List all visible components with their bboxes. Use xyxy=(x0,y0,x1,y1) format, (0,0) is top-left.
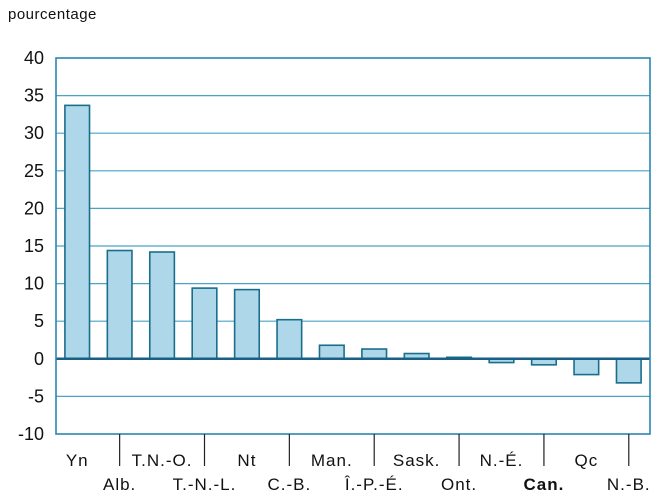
bar xyxy=(615,357,642,384)
y-tick-label: 5 xyxy=(34,311,44,331)
y-tick-label: -5 xyxy=(28,386,44,406)
bar xyxy=(191,287,218,360)
y-tick-label: 30 xyxy=(24,123,44,143)
x-category-label: Can. xyxy=(524,475,565,494)
bar xyxy=(64,104,91,360)
x-category-label: T.N.-O. xyxy=(132,451,193,470)
x-category-label: T.-N.-L. xyxy=(173,475,237,494)
y-tick-label: 35 xyxy=(24,86,44,106)
bar xyxy=(361,348,388,360)
y-tick-label: 25 xyxy=(24,161,44,181)
x-category-label: C.-B. xyxy=(267,475,311,494)
y-tick-label: 15 xyxy=(24,236,44,256)
y-tick-label: 20 xyxy=(24,198,44,218)
bar xyxy=(573,357,600,376)
bar xyxy=(276,318,303,360)
x-category-label: Yn xyxy=(66,451,89,470)
y-tick-label: -10 xyxy=(18,424,44,444)
bar xyxy=(148,251,176,360)
y-tick-label: 10 xyxy=(24,274,44,294)
y-axis-title: pourcentage xyxy=(8,6,97,23)
plot-frame xyxy=(55,57,651,435)
x-category-label: Nt xyxy=(237,451,256,470)
y-tick-label: 40 xyxy=(24,48,44,68)
x-category-label: N.-B. xyxy=(607,475,651,494)
y-tick-label: 0 xyxy=(34,349,44,369)
bar xyxy=(318,344,345,360)
x-category-label: Î.-P.-É. xyxy=(344,475,404,494)
bar xyxy=(233,288,261,360)
x-category-label: N.-É. xyxy=(480,451,524,470)
x-category-label: Ont. xyxy=(441,475,477,494)
x-category-label: Alb. xyxy=(103,475,136,494)
x-category-label: Qc xyxy=(574,451,598,470)
bar xyxy=(106,249,133,360)
x-category-label: Sask. xyxy=(393,451,441,470)
x-category-label: Man. xyxy=(311,451,353,470)
